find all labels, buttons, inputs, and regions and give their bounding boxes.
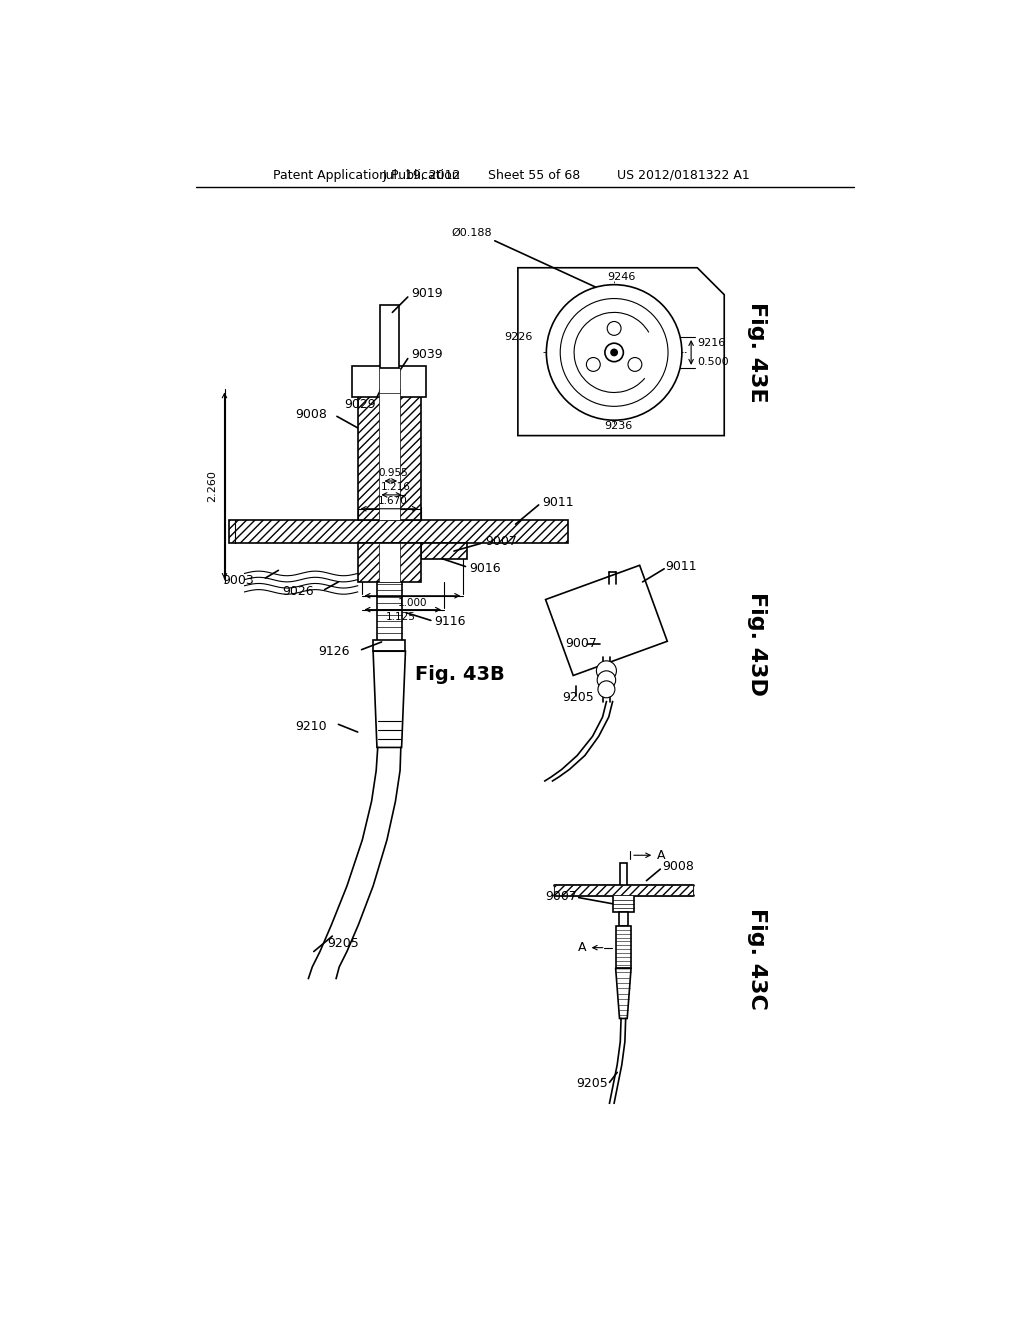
Text: 9008: 9008: [662, 861, 693, 874]
Circle shape: [598, 681, 614, 698]
Circle shape: [596, 661, 616, 681]
Circle shape: [560, 298, 668, 407]
Text: 9003: 9003: [222, 574, 254, 587]
Text: A: A: [578, 941, 587, 954]
Text: Fig. 43B: Fig. 43B: [416, 665, 505, 684]
Text: Ø0.188: Ø0.188: [452, 228, 492, 238]
Text: 1.000: 1.000: [397, 598, 427, 609]
Text: 9205: 9205: [327, 937, 358, 950]
Text: 0.500: 0.500: [697, 356, 729, 367]
Text: 9205: 9205: [577, 1077, 608, 1090]
Bar: [229, 520, 568, 544]
Circle shape: [628, 358, 642, 371]
Bar: [620, 863, 628, 884]
Text: 9029: 9029: [344, 399, 376, 412]
Text: US 2012/0181322 A1: US 2012/0181322 A1: [617, 169, 750, 182]
Text: A: A: [656, 849, 665, 862]
Text: 9007: 9007: [565, 638, 597, 649]
Text: 9236: 9236: [604, 421, 632, 432]
Text: 9246: 9246: [607, 272, 636, 282]
Text: 9226: 9226: [504, 333, 532, 342]
Circle shape: [611, 350, 617, 355]
Circle shape: [597, 671, 615, 689]
Text: Jul. 19, 2012: Jul. 19, 2012: [382, 169, 461, 182]
Text: 9007: 9007: [546, 890, 578, 903]
Text: 9007: 9007: [484, 535, 517, 548]
Circle shape: [587, 358, 600, 371]
Bar: [379, 544, 400, 582]
Bar: [554, 884, 692, 895]
Bar: [618, 912, 628, 927]
Bar: [377, 582, 401, 644]
Polygon shape: [615, 969, 631, 1019]
Bar: [421, 544, 467, 558]
Text: Sheet 55 of 68: Sheet 55 of 68: [487, 169, 581, 182]
Text: 9126: 9126: [318, 645, 350, 659]
Circle shape: [607, 322, 621, 335]
Text: 9016: 9016: [469, 561, 501, 574]
Bar: [357, 389, 421, 520]
Polygon shape: [373, 651, 406, 747]
Text: 9011: 9011: [666, 560, 697, 573]
Bar: [612, 895, 634, 912]
Bar: [366, 368, 413, 393]
Polygon shape: [518, 268, 724, 436]
Text: Patent Application Publication: Patent Application Publication: [273, 169, 460, 182]
Text: 9216: 9216: [697, 338, 726, 348]
Bar: [615, 927, 631, 969]
Bar: [352, 367, 426, 397]
Polygon shape: [546, 565, 668, 676]
Text: Fig. 43C: Fig. 43C: [746, 908, 767, 1010]
Text: 1.670: 1.670: [378, 496, 408, 506]
Text: 0.955: 0.955: [378, 469, 408, 478]
Text: 9011: 9011: [543, 496, 574, 510]
Text: Fig. 43D: Fig. 43D: [746, 591, 767, 696]
Circle shape: [605, 343, 624, 362]
Text: 9008: 9008: [295, 408, 327, 421]
Text: 1.216: 1.216: [381, 482, 411, 492]
Text: 9116: 9116: [435, 615, 466, 628]
Text: 2.260: 2.260: [207, 470, 217, 502]
Text: 9039: 9039: [412, 348, 443, 362]
Bar: [357, 544, 421, 582]
Text: Fig. 43E: Fig. 43E: [746, 302, 767, 403]
Text: 1.125: 1.125: [386, 612, 416, 622]
Bar: [379, 368, 400, 393]
Bar: [379, 389, 400, 520]
Text: 9026: 9026: [283, 585, 313, 598]
Text: 9019: 9019: [412, 286, 443, 300]
Text: 9205: 9205: [562, 690, 594, 704]
Text: 9210: 9210: [295, 721, 327, 733]
Bar: [380, 305, 398, 368]
Bar: [373, 640, 406, 651]
Circle shape: [547, 285, 682, 420]
